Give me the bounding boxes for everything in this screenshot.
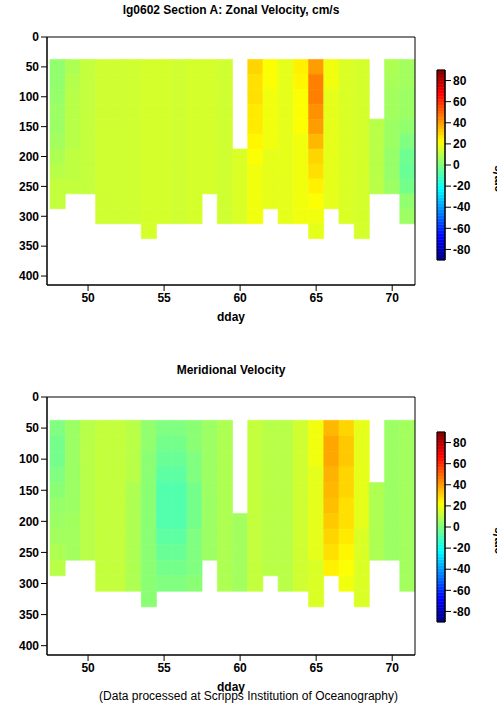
svg-text:350: 350 bbox=[19, 239, 39, 253]
svg-text:dday: dday bbox=[217, 310, 245, 324]
svg-text:80: 80 bbox=[453, 436, 467, 450]
svg-text:150: 150 bbox=[19, 120, 39, 134]
svg-text:50: 50 bbox=[26, 421, 40, 435]
svg-text:-80: -80 bbox=[453, 243, 471, 257]
svg-text:70: 70 bbox=[386, 291, 400, 305]
svg-text:250: 250 bbox=[19, 180, 39, 194]
svg-text:40: 40 bbox=[453, 478, 467, 492]
svg-text:80: 80 bbox=[453, 74, 467, 88]
svg-text:60: 60 bbox=[453, 95, 467, 109]
svg-text:0: 0 bbox=[453, 158, 460, 172]
svg-text:0: 0 bbox=[32, 390, 39, 404]
svg-text:65: 65 bbox=[309, 661, 323, 675]
svg-text:-20: -20 bbox=[453, 179, 471, 193]
svg-text:300: 300 bbox=[19, 577, 39, 591]
svg-text:-40: -40 bbox=[453, 562, 471, 576]
svg-text:70: 70 bbox=[386, 661, 400, 675]
svg-text:55: 55 bbox=[157, 661, 171, 675]
svg-text:0: 0 bbox=[453, 520, 460, 534]
svg-text:55: 55 bbox=[157, 291, 171, 305]
svg-text:65: 65 bbox=[309, 291, 323, 305]
svg-text:-20: -20 bbox=[453, 541, 471, 555]
svg-text:350: 350 bbox=[19, 608, 39, 622]
svg-text:100: 100 bbox=[19, 90, 39, 104]
svg-text:60: 60 bbox=[233, 291, 247, 305]
svg-text:250: 250 bbox=[19, 546, 39, 560]
svg-text:200: 200 bbox=[19, 150, 39, 164]
svg-text:400: 400 bbox=[19, 639, 39, 653]
svg-text:50: 50 bbox=[81, 291, 95, 305]
svg-text:60: 60 bbox=[233, 661, 247, 675]
svg-text:60: 60 bbox=[453, 457, 467, 471]
svg-text:40: 40 bbox=[453, 116, 467, 130]
svg-text:400: 400 bbox=[19, 269, 39, 283]
svg-text:-60: -60 bbox=[453, 222, 471, 236]
svg-text:20: 20 bbox=[453, 137, 467, 151]
svg-text:200: 200 bbox=[19, 515, 39, 529]
svg-text:-40: -40 bbox=[453, 200, 471, 214]
svg-text:150: 150 bbox=[19, 484, 39, 498]
svg-text:300: 300 bbox=[19, 210, 39, 224]
svg-text:50: 50 bbox=[26, 60, 40, 74]
svg-text:-60: -60 bbox=[453, 584, 471, 598]
svg-text:50: 50 bbox=[81, 661, 95, 675]
svg-text:0: 0 bbox=[32, 30, 39, 44]
svg-text:100: 100 bbox=[19, 452, 39, 466]
svg-text:20: 20 bbox=[453, 499, 467, 513]
svg-text:-80: -80 bbox=[453, 605, 471, 619]
